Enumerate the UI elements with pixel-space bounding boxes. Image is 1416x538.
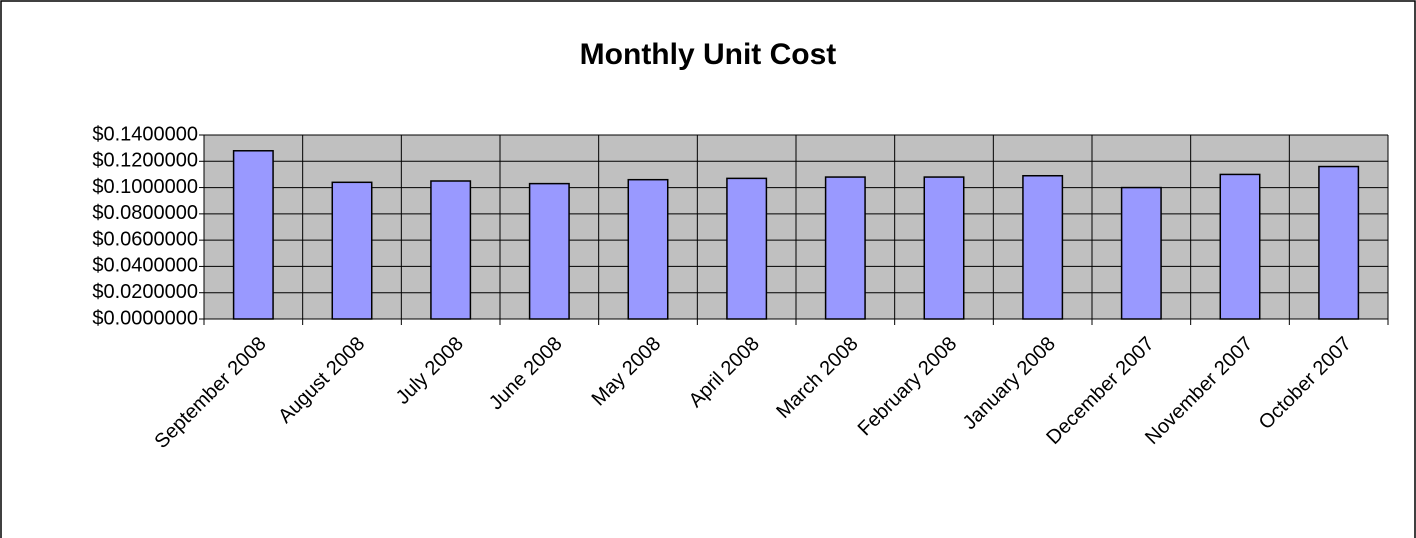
y-tick-label: $0.1400000	[92, 123, 198, 145]
bar	[1120, 186, 1162, 320]
y-tick-label: $0.0400000	[92, 255, 198, 277]
y-tick-label: $0.1200000	[92, 150, 198, 172]
y-tick-label: $0.0000000	[92, 307, 198, 329]
bar	[824, 176, 866, 320]
y-tick-label: $0.0600000	[92, 228, 198, 250]
bar	[923, 176, 965, 320]
bar	[331, 181, 373, 320]
y-tick-label: $0.0200000	[92, 281, 198, 303]
y-tick-label: $0.1000000	[92, 176, 198, 198]
bar	[726, 177, 768, 320]
bar	[1022, 174, 1064, 320]
bar	[1219, 173, 1261, 320]
bar	[528, 182, 570, 320]
bar	[430, 180, 472, 320]
bar	[232, 150, 274, 320]
chart-title: Monthly Unit Cost	[580, 38, 837, 71]
bar	[1318, 165, 1360, 320]
y-tick-label: $0.0800000	[92, 202, 198, 224]
bar	[627, 178, 669, 320]
